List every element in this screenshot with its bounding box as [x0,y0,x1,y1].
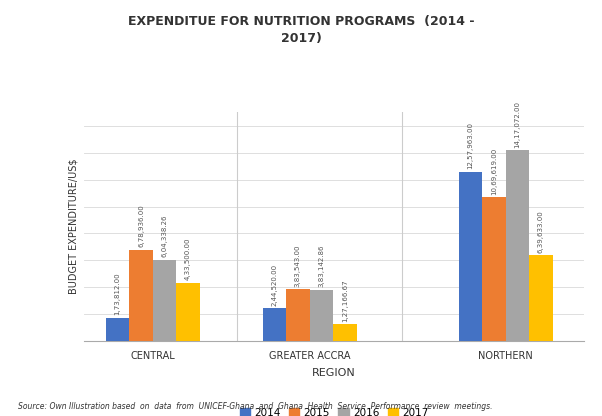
Text: 6,04,338.26: 6,04,338.26 [161,215,167,258]
Text: 3,83,543.00: 3,83,543.00 [295,245,301,287]
Bar [506,151,529,341]
Text: 10,69,619.00: 10,69,619.00 [491,148,497,195]
Bar [106,318,129,341]
Bar [153,260,176,341]
Text: 1,27,166.67: 1,27,166.67 [342,279,348,322]
Text: EXPENDITUE FOR NUTRITION PROGRAMS  (2014 -
2017): EXPENDITUE FOR NUTRITION PROGRAMS (2014 … [128,15,474,45]
Text: 14,17,072.00: 14,17,072.00 [514,101,520,148]
Bar [129,250,153,341]
X-axis label: REGION: REGION [312,368,356,378]
Bar [176,283,200,341]
Bar [482,197,506,341]
Bar [333,324,356,341]
Text: 6,39,633.00: 6,39,633.00 [538,210,544,253]
Y-axis label: BUDGET EXPENDITURE/US$: BUDGET EXPENDITURE/US$ [69,159,79,295]
Text: 4,33,500.00: 4,33,500.00 [185,238,191,280]
Text: 2,44,520.00: 2,44,520.00 [272,264,278,306]
Bar [286,290,309,341]
Bar [459,172,482,341]
Text: 6,78,936.00: 6,78,936.00 [138,205,144,248]
Text: Source: Own Illustration based  on  data  from  UNICEF-Ghana  and  Ghana  Health: Source: Own Illustration based on data f… [18,402,492,411]
Text: 3,83,142.86: 3,83,142.86 [318,245,324,287]
Bar [529,255,553,341]
Bar [262,308,286,341]
Legend: 2014, 2015, 2016, 2017: 2014, 2015, 2016, 2017 [240,408,429,416]
Text: 1,73,812.00: 1,73,812.00 [114,272,120,315]
Bar [309,290,333,341]
Text: 12,57,963.00: 12,57,963.00 [467,122,473,169]
